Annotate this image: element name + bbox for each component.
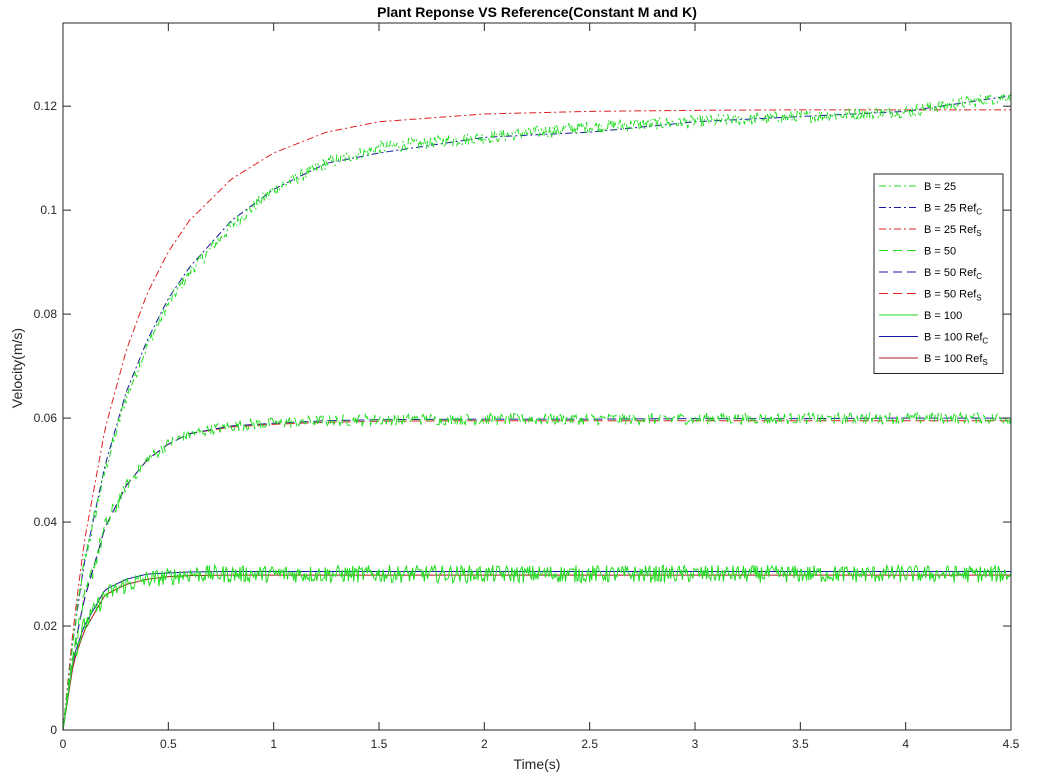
y-tick-label: 0.1 (40, 203, 57, 217)
legend-label: B = 100 RefS (924, 353, 988, 367)
series-line-b-100 (63, 563, 1011, 730)
legend-label: B = 50 (924, 246, 956, 258)
legend-label-subscript: S (976, 229, 981, 238)
x-tick-label: 1 (270, 737, 277, 751)
x-axis-label: Time(s) (514, 756, 561, 772)
legend-label: B = 100 RefC (924, 332, 988, 346)
legend-label-text: B = 100 Ref (924, 353, 983, 365)
y-tick-label: 0.08 (34, 307, 58, 321)
x-tick-label: 1.5 (371, 737, 388, 751)
series-line-b-100-ref-c (63, 570, 1011, 730)
x-tick-label: 2 (481, 737, 488, 751)
x-tick-label: 3.5 (792, 737, 809, 751)
y-tick-label: 0 (50, 723, 57, 737)
legend-label: B = 50 RefS (924, 289, 982, 303)
y-tick-label: 0.02 (34, 619, 58, 633)
legend-label: B = 25 RefC (924, 203, 982, 217)
series-lines (63, 90, 1011, 730)
series-line-b-50 (63, 411, 1011, 730)
legend-label-subscript: S (976, 294, 981, 303)
y-tick-label: 0.06 (34, 411, 58, 425)
legend-label: B = 100 (924, 310, 962, 322)
legend-label-text: B = 100 (924, 310, 962, 322)
legend-label-text: B = 100 Ref (924, 332, 983, 344)
legend-label-text: B = 25 Ref (924, 224, 977, 236)
x-tick-label: 0 (60, 737, 67, 751)
legend-label-subscript: C (976, 272, 982, 281)
plot-area (63, 90, 1011, 730)
legend-label: B = 50 RefC (924, 267, 982, 281)
legend-label-subscript: S (982, 358, 987, 367)
x-tick-label: 4.5 (1003, 737, 1020, 751)
x-tick-label: 3 (692, 737, 699, 751)
legend-label: B = 25 RefS (924, 224, 982, 238)
y-axis-label: Velocity(m/s) (9, 328, 25, 408)
legend-label-subscript: C (976, 208, 982, 217)
legend-label: B = 25 (924, 181, 956, 193)
series-line-b-25-ref-s (63, 109, 1011, 730)
axes-box (62, 22, 1012, 731)
legend-label-text: B = 25 Ref (924, 203, 977, 215)
chart-title: Plant Reponse VS Reference(Constant M an… (377, 4, 697, 20)
axes: 0 0.5 1 1.5 2 2.5 3 3.5 4 4.5 0 0.02 0.04 0.06 0.08 0.1… (34, 22, 1020, 751)
x-tick-label: 4 (902, 737, 909, 751)
series-line-b-25 (63, 90, 1011, 730)
legend-label-text: B = 50 (924, 246, 956, 258)
legend-label-subscript: C (982, 337, 988, 346)
y-tick-label: 0.12 (34, 99, 58, 113)
x-tick-label: 2.5 (581, 737, 598, 751)
legend-label-text: B = 50 Ref (924, 267, 977, 279)
y-tick-label: 0.04 (34, 515, 58, 529)
x-tick-label: 0.5 (160, 737, 177, 751)
legend-label-text: B = 50 Ref (924, 289, 977, 301)
legend-label-text: B = 25 (924, 181, 956, 193)
